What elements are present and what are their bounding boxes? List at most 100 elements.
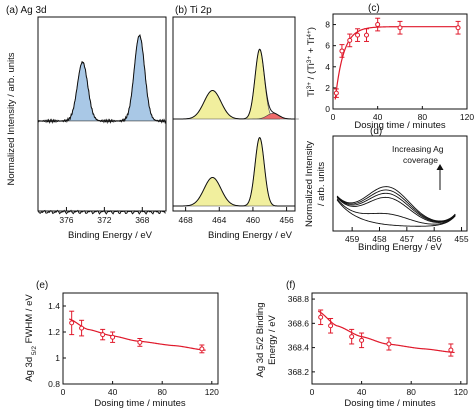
panel-d-spectrum-2 xyxy=(336,196,456,223)
panel-e-xtick-label: 120 xyxy=(205,387,219,397)
panel-e-ytick-label: 0.8 xyxy=(48,379,60,389)
panel-f-point xyxy=(349,334,355,340)
panel-d-y-label-1: Normalized Intensity xyxy=(304,141,315,227)
panel-f-frame xyxy=(311,292,468,385)
panel-e-frame xyxy=(62,292,219,385)
panel-f-xtick-label: 0 xyxy=(310,387,315,397)
panel-e-xtick-label: 80 xyxy=(157,387,167,397)
panel-d-xtick-label: 456 xyxy=(427,234,441,244)
panel-a-x-label: Binding Energy / eV xyxy=(68,230,153,241)
panel-e-xtick-label: 0 xyxy=(61,387,66,397)
panel-f-ytick-label: 368.2 xyxy=(288,367,310,377)
panel-c-ytick-label: 4 xyxy=(325,62,330,72)
panel-c-point xyxy=(347,37,353,43)
panel-e-point xyxy=(110,334,116,340)
panel-f-plot: 0 40 80 120 368.2 368.4 368.6 368.8 xyxy=(288,294,468,397)
panel-b-xtick-label: 464 xyxy=(212,215,226,225)
panel-b-xtick-label: 468 xyxy=(179,215,193,225)
panel-d-spectrum-4 xyxy=(336,189,456,222)
panel-b-peak-fill-lower-0 xyxy=(175,177,250,207)
panel-c-xtick-label: 0 xyxy=(331,112,336,122)
panel-e-fit-curve xyxy=(69,318,206,351)
panel-c-x-label: Dosing time / minutes xyxy=(354,120,446,131)
panel-b-frame xyxy=(172,16,296,212)
panel-b-plot: 468 464 460 456 xyxy=(172,48,299,225)
panel-e-point xyxy=(79,325,85,331)
panel-c-point xyxy=(333,90,339,96)
panel-c-ytick-label: 0 xyxy=(325,104,330,114)
panel-b-xtick-label: 460 xyxy=(246,215,260,225)
panel-f-point xyxy=(386,341,392,347)
panel-e-ytick-label: 1.2 xyxy=(48,327,60,337)
panel-d-frame xyxy=(332,135,468,232)
panel-d-annotation-1: Increasing Ag xyxy=(392,144,444,154)
panel-b-label: (b) Ti 2p xyxy=(175,5,212,16)
panel-d-y-label-2: / arb. units xyxy=(316,162,327,207)
panel-c-plot: 0 40 80 120 0 2 4 6 8 xyxy=(325,17,474,122)
panel-c-fit-curve xyxy=(334,26,459,100)
panel-e-plot: 0 40 80 120 0.8 1 1.2 1.4 xyxy=(48,301,219,397)
panel-c-y-label: Ti3+ / (Ti3+ + Ti4+) xyxy=(306,27,318,97)
panel-e-y-label: Ag 3d 5/2 FWHM / eV xyxy=(24,294,38,382)
panel-d-spectrum-0 xyxy=(336,199,456,227)
panel-f-ytick-label: 368.6 xyxy=(288,318,310,328)
panel-a-spectrum-upper xyxy=(37,33,167,125)
panel-e-point xyxy=(100,332,106,338)
panel-e-point xyxy=(69,320,75,326)
panel-a-spectrum-lower xyxy=(37,209,166,215)
panel-b-xtick-label: 456 xyxy=(279,215,293,225)
panel-f-ytick-label: 368.4 xyxy=(288,343,310,353)
panel-f-point xyxy=(359,337,365,343)
panel-c-point xyxy=(339,48,345,54)
panel-d-xtick-label: 458 xyxy=(372,234,386,244)
panel-b-peak-fill-lower-1 xyxy=(239,137,281,207)
panel-c-ytick-label: 6 xyxy=(325,41,330,51)
panel-f-label: (f) xyxy=(286,280,295,291)
panel-f-point xyxy=(318,314,324,320)
panel-c-point xyxy=(364,32,369,38)
panel-d-xtick-label: 455 xyxy=(454,234,468,244)
panel-d-xtick-label: 457 xyxy=(400,234,414,244)
panel-d-annotation-2: coverage xyxy=(403,155,438,165)
panel-f-point xyxy=(328,323,334,329)
panel-f-ytick-label: 368.8 xyxy=(288,294,310,304)
panel-f-xtick-label: 120 xyxy=(454,387,468,397)
panel-a-xtick-label: 376 xyxy=(59,215,73,225)
panel-d-spectrum-5 xyxy=(336,186,456,222)
panel-a-xtick-label: 368 xyxy=(135,215,149,225)
shared-y-label: Normalized Intensity / arb. units xyxy=(6,52,17,185)
panel-c-point xyxy=(397,25,403,31)
panel-f-fit-curve xyxy=(317,310,455,354)
panel-e-point xyxy=(199,346,205,352)
panel-d-x-label: Binding Energy / eV xyxy=(358,242,443,253)
panel-c-frame xyxy=(332,13,468,110)
panel-e-point xyxy=(137,339,143,345)
panel-c-point xyxy=(455,25,461,31)
panel-b-spectrum-lower xyxy=(172,136,295,207)
panel-e-x-label: Dosing time / minutes xyxy=(94,398,186,409)
panel-a-xtick-label: 372 xyxy=(97,215,111,225)
panel-f-y-label-1: Ag 3d 5/2 Binding xyxy=(255,302,266,377)
panel-c-xtick-label: 120 xyxy=(460,112,474,122)
panel-f-xtick-label: 40 xyxy=(357,387,367,397)
panel-c-point xyxy=(355,32,361,38)
panel-a-peak-fill-0 xyxy=(61,61,103,122)
panel-f-point xyxy=(448,347,454,353)
panel-e-xtick-label: 40 xyxy=(108,387,118,397)
panel-c-ytick-label: 8 xyxy=(325,20,330,30)
panel-b-peak-fill-upper-1 xyxy=(239,49,281,120)
panel-f-y-label-2: Energy / eV xyxy=(267,315,278,365)
panel-d-label: (d) xyxy=(370,126,382,137)
panel-d-plot: 459 458 457 456 455 xyxy=(336,186,469,244)
panel-a-peak-fill-1 xyxy=(118,35,160,122)
panel-f-x-label: Dosing time / minutes xyxy=(344,398,436,409)
panel-a-label: (a) Ag 3d xyxy=(6,5,47,16)
panel-f-xtick-label: 80 xyxy=(406,387,416,397)
panel-d-arrow-head xyxy=(436,164,444,170)
panel-c-xtick-label: 40 xyxy=(373,112,383,122)
panel-b-spectrum-upper xyxy=(172,48,295,120)
panel-c-ytick-label: 2 xyxy=(325,83,330,93)
panel-c-label: (c) xyxy=(368,3,380,14)
panel-d-spectrum-3 xyxy=(336,192,456,223)
